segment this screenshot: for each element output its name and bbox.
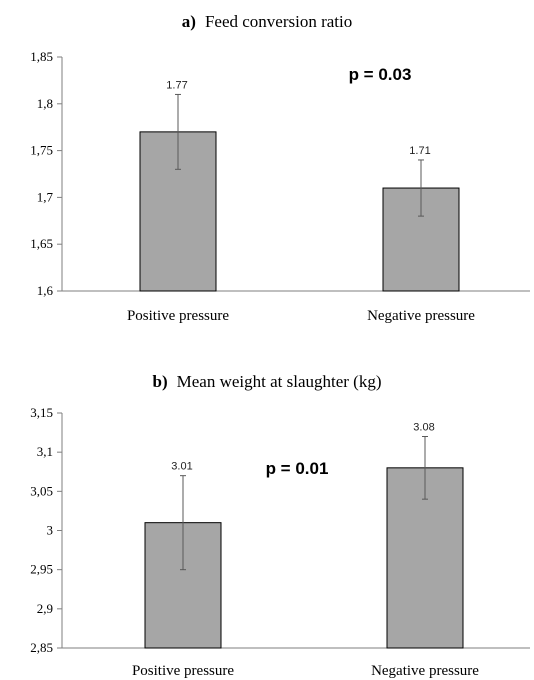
chart-b-title-text: Mean weight at slaughter (kg) (177, 372, 382, 391)
chart-b-y-tick-label: 3,1 (37, 444, 53, 459)
chart-b-y-tick-label: 3,05 (30, 483, 53, 498)
chart-a-category-label: Negative pressure (367, 308, 475, 324)
chart-a-y-tick-label: 1,8 (37, 96, 53, 111)
chart-a-category-label: Positive pressure (127, 308, 229, 324)
chart-a-y-tick-label: 1,65 (30, 236, 53, 251)
chart-b-y-tick-label: 2,95 (30, 562, 53, 577)
chart-b-title-prefix: b) (152, 372, 167, 391)
chart-feed-conversion: a) Feed conversion ratio p = 0.03 1,6 1,6… (30, 12, 530, 324)
chart-b-data-label: 3.08 (413, 422, 434, 434)
chart-b-y-tick-label: 3 (47, 523, 54, 538)
chart-a-title-text: Feed conversion ratio (205, 12, 352, 31)
chart-a-y-tick-label: 1,75 (30, 143, 53, 158)
chart-a-y-tick-label: 1,6 (37, 283, 54, 298)
chart-mean-weight: b) Mean weight at slaughter (kg) p = 0.0… (30, 372, 530, 679)
chart-a-data-label: 1.71 (409, 145, 430, 157)
chart-a-title-prefix: a) (182, 12, 196, 31)
chart-b-y-tick-label: 2,85 (30, 640, 53, 655)
chart-b-y-tick-label: 2,9 (37, 601, 53, 616)
chart-b-data-label: 3.01 (171, 461, 192, 473)
chart-a-title: a) Feed conversion ratio (182, 12, 352, 31)
chart-a-y-tick-label: 1,85 (30, 49, 53, 64)
chart-b-category-label: Positive pressure (132, 663, 234, 679)
chart-a-data-label: 1.77 (166, 79, 187, 91)
chart-b-y-tick-label: 3,15 (30, 405, 53, 420)
chart-b-title: b) Mean weight at slaughter (kg) (152, 372, 381, 391)
chart-b-p-value: p = 0.01 (266, 459, 329, 478)
chart-a-p-value: p = 0.03 (349, 65, 412, 84)
chart-a-y-tick-label: 1,7 (37, 189, 54, 204)
chart-b-category-label: Negative pressure (371, 663, 479, 679)
